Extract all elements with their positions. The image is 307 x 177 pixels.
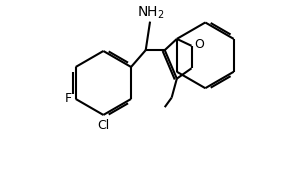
Text: Cl: Cl xyxy=(97,119,110,132)
Text: F: F xyxy=(65,92,72,105)
Text: O: O xyxy=(194,38,204,52)
Text: NH$_2$: NH$_2$ xyxy=(137,4,165,21)
